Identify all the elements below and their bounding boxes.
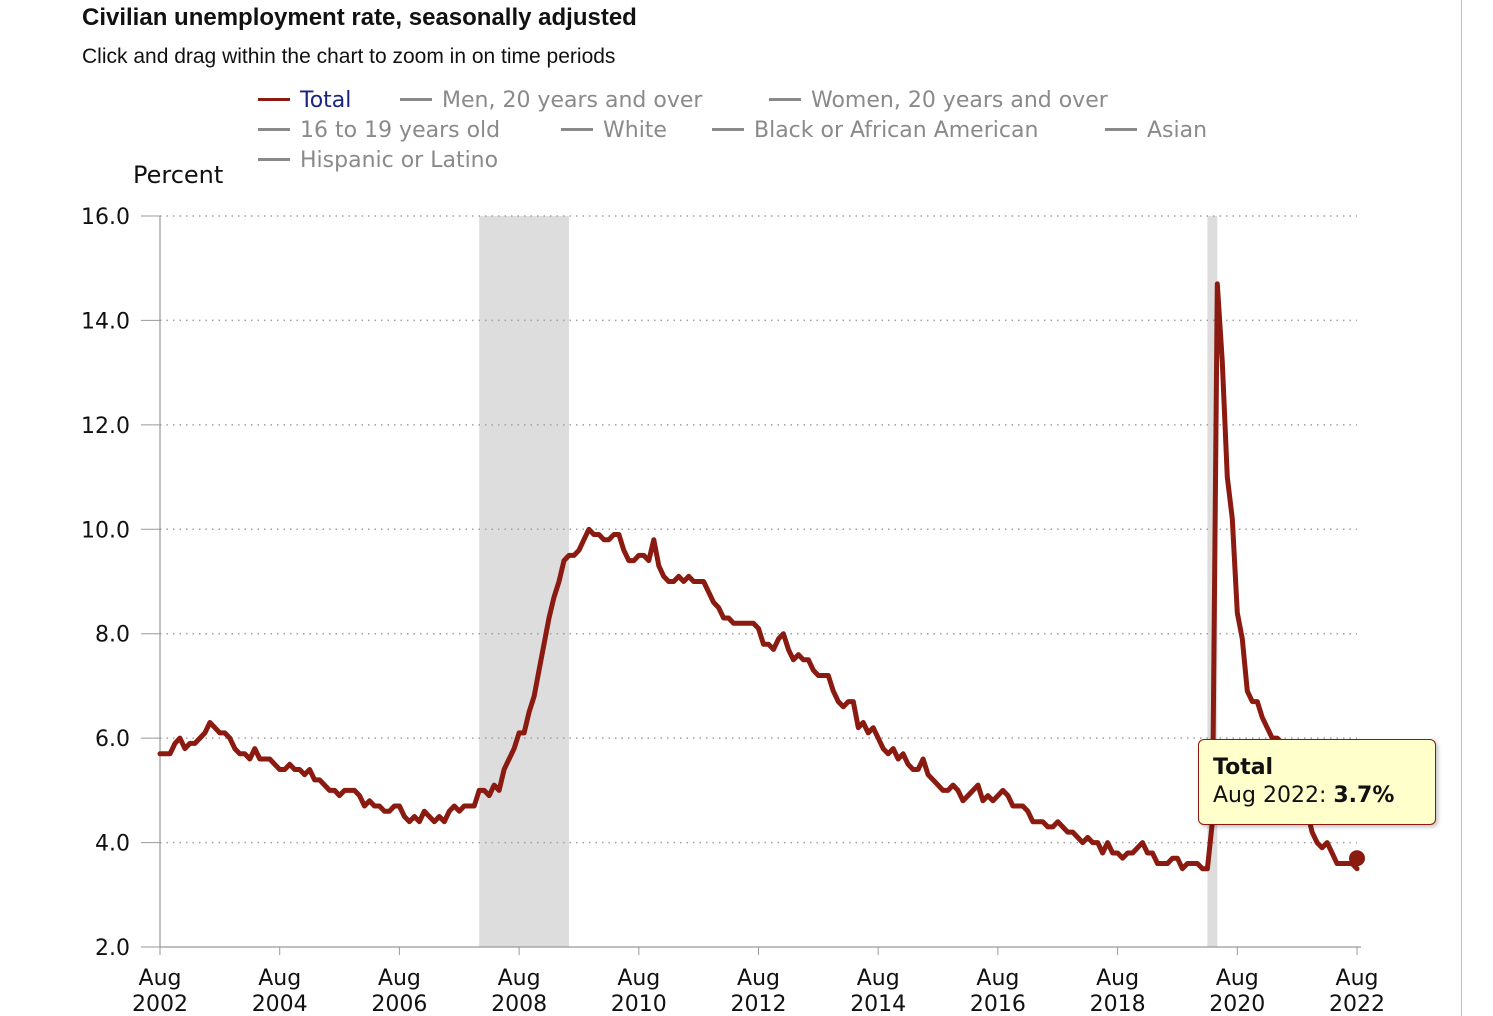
recession-shading [479, 216, 1218, 947]
legend-label: Asian [1147, 118, 1208, 143]
x-tick-year: 2020 [1209, 992, 1265, 1016]
highlight-point [1349, 850, 1365, 867]
legend: Total Men, 20 years and over Women, 20 y… [258, 88, 1258, 183]
tooltip-series: Total [1213, 755, 1274, 780]
legend-swatch [561, 127, 593, 131]
legend-label: Total [300, 88, 352, 113]
chart-subtitle: Click and drag within the chart to zoom … [82, 45, 616, 68]
recession-band-0 [479, 216, 569, 947]
series-line-total[interactable] [157, 281, 1360, 872]
legend-swatch [258, 157, 290, 161]
tooltip-value: 3.7% [1333, 783, 1395, 808]
x-tick-year: 2010 [611, 992, 667, 1016]
legend-item-16-to-19[interactable]: 16 to 19 years old [258, 118, 500, 143]
chart-title: Civilian unemployment rate, seasonally a… [82, 4, 637, 31]
x-tick-year: 2012 [731, 992, 787, 1016]
x-tick-month: Aug [737, 966, 780, 991]
legend-label: White [603, 118, 667, 143]
x-tick-year: 2004 [252, 992, 308, 1016]
x-tick-month: Aug [1096, 966, 1139, 991]
legend-item-asian[interactable]: Asian [1105, 118, 1207, 143]
legend-swatch [769, 97, 801, 101]
legend-label: Men, 20 years and over [442, 88, 703, 113]
legend-item-women-20-and-over[interactable]: Women, 20 years and over [769, 88, 1108, 113]
x-tick-year: 2008 [491, 992, 547, 1016]
y-tick-label: 8.0 [95, 623, 130, 648]
x-tick-month: Aug [1336, 966, 1379, 991]
x-tick-year: 2018 [1090, 992, 1146, 1016]
y-axis-label: Percent [133, 161, 224, 189]
x-tick-year: 2006 [371, 992, 427, 1016]
gridlines [141, 215, 1357, 948]
y-tick-label: 6.0 [95, 727, 130, 752]
x-tick-year: 2002 [132, 992, 188, 1016]
legend-label: 16 to 19 years old [300, 118, 501, 143]
legend-label: Hispanic or Latino [300, 148, 499, 173]
chart-frame [1461, 0, 1462, 1016]
legend-label: Black or African American [754, 118, 1039, 143]
legend-item-black[interactable]: Black or African American [712, 118, 1038, 143]
y-tick-label: 4.0 [95, 832, 130, 857]
y-tick-labels: 2.0 4.0 6.0 8.0 10.0 12.0 14.0 16.0 [81, 205, 130, 961]
y-tick-label: 10.0 [81, 518, 130, 543]
legend-label: Women, 20 years and over [811, 88, 1108, 113]
tooltip: Total Aug 2022: 3.7% [1198, 739, 1436, 825]
legend-swatch [400, 97, 432, 101]
highlight-marker [1349, 850, 1365, 867]
legend-swatch [258, 127, 290, 131]
x-tick-labels: Aug2002Aug2004Aug2006Aug2008Aug2010Aug20… [132, 966, 1385, 1016]
x-tick-month: Aug [258, 966, 301, 991]
legend-item-men-20-and-over[interactable]: Men, 20 years and over [400, 88, 702, 113]
y-tick-label: 14.0 [81, 309, 130, 334]
x-tick-month: Aug [498, 966, 541, 991]
legend-item-white[interactable]: White [561, 118, 667, 143]
legend-item-total[interactable]: Total [258, 88, 351, 113]
tooltip-date: Aug 2022: [1213, 783, 1327, 808]
y-tick-label: 2.0 [95, 936, 130, 961]
legend-swatch [1105, 127, 1137, 131]
y-tick-label: 12.0 [81, 414, 130, 439]
x-tick-month: Aug [976, 966, 1019, 991]
x-tick-month: Aug [617, 966, 660, 991]
y-tick-label: 16.0 [81, 205, 130, 230]
x-tick-month: Aug [139, 966, 182, 991]
axes [159, 216, 1361, 955]
x-tick-year: 2022 [1329, 992, 1385, 1016]
legend-swatch [712, 127, 744, 131]
series-total[interactable] [157, 281, 1360, 872]
legend-item-hispanic[interactable]: Hispanic or Latino [258, 148, 498, 173]
x-tick-year: 2016 [970, 992, 1026, 1016]
x-tick-month: Aug [378, 966, 421, 991]
tooltip-line: Aug 2022: 3.7% [1213, 782, 1421, 810]
x-tick-year: 2014 [850, 992, 906, 1016]
legend-swatch [258, 97, 290, 101]
x-tick-month: Aug [1216, 966, 1259, 991]
x-tick-month: Aug [857, 966, 900, 991]
